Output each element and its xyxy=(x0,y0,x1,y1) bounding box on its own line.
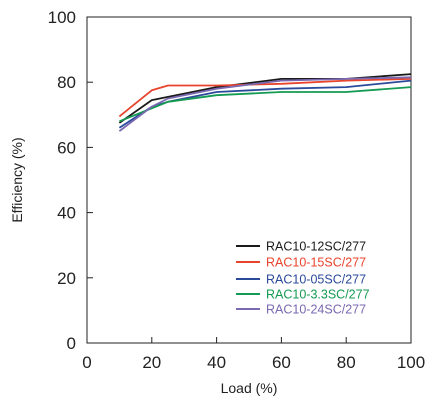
legend: RAC10-12SC/277 RAC10-15SC/277 RAC10-05SC/2… xyxy=(236,240,370,317)
legend-entry: RAC10-15SC/277 xyxy=(266,256,366,270)
series-line-1 xyxy=(118,78,412,118)
legend-entry: RAC10-24SC/277 xyxy=(266,303,366,317)
y-tick-label: 60 xyxy=(57,138,76,157)
x-tick-label: 80 xyxy=(337,353,356,372)
legend-entry: RAC10-05SC/277 xyxy=(266,273,366,287)
x-tick-label: 0 xyxy=(82,353,91,372)
y-tick-label: 20 xyxy=(57,269,76,288)
x-tick-label: 40 xyxy=(207,353,226,372)
series-line-0 xyxy=(118,73,412,124)
series-line-4 xyxy=(118,76,412,132)
series-lines xyxy=(118,73,412,132)
series-line-3 xyxy=(119,86,412,123)
legend-entry: RAC10-3.3SC/277 xyxy=(266,288,370,302)
y-tick-label: 80 xyxy=(57,73,76,92)
plot-frame xyxy=(86,16,412,344)
y-axis-label: Efficiency (%) xyxy=(9,137,25,222)
x-tick-label: 60 xyxy=(272,353,291,372)
x-axis-ticks: 0 20 40 60 80 100 xyxy=(82,337,425,372)
y-tick-label: 0 xyxy=(67,334,76,353)
x-tick-label: 100 xyxy=(397,353,425,372)
y-tick-label: 100 xyxy=(48,8,76,27)
y-axis-ticks: 0 20 40 60 80 100 xyxy=(48,8,93,353)
legend-entry: RAC10-12SC/277 xyxy=(266,240,366,254)
x-axis-label: Load (%) xyxy=(221,380,278,396)
y-tick-label: 40 xyxy=(57,204,76,223)
x-tick-label: 20 xyxy=(142,353,161,372)
